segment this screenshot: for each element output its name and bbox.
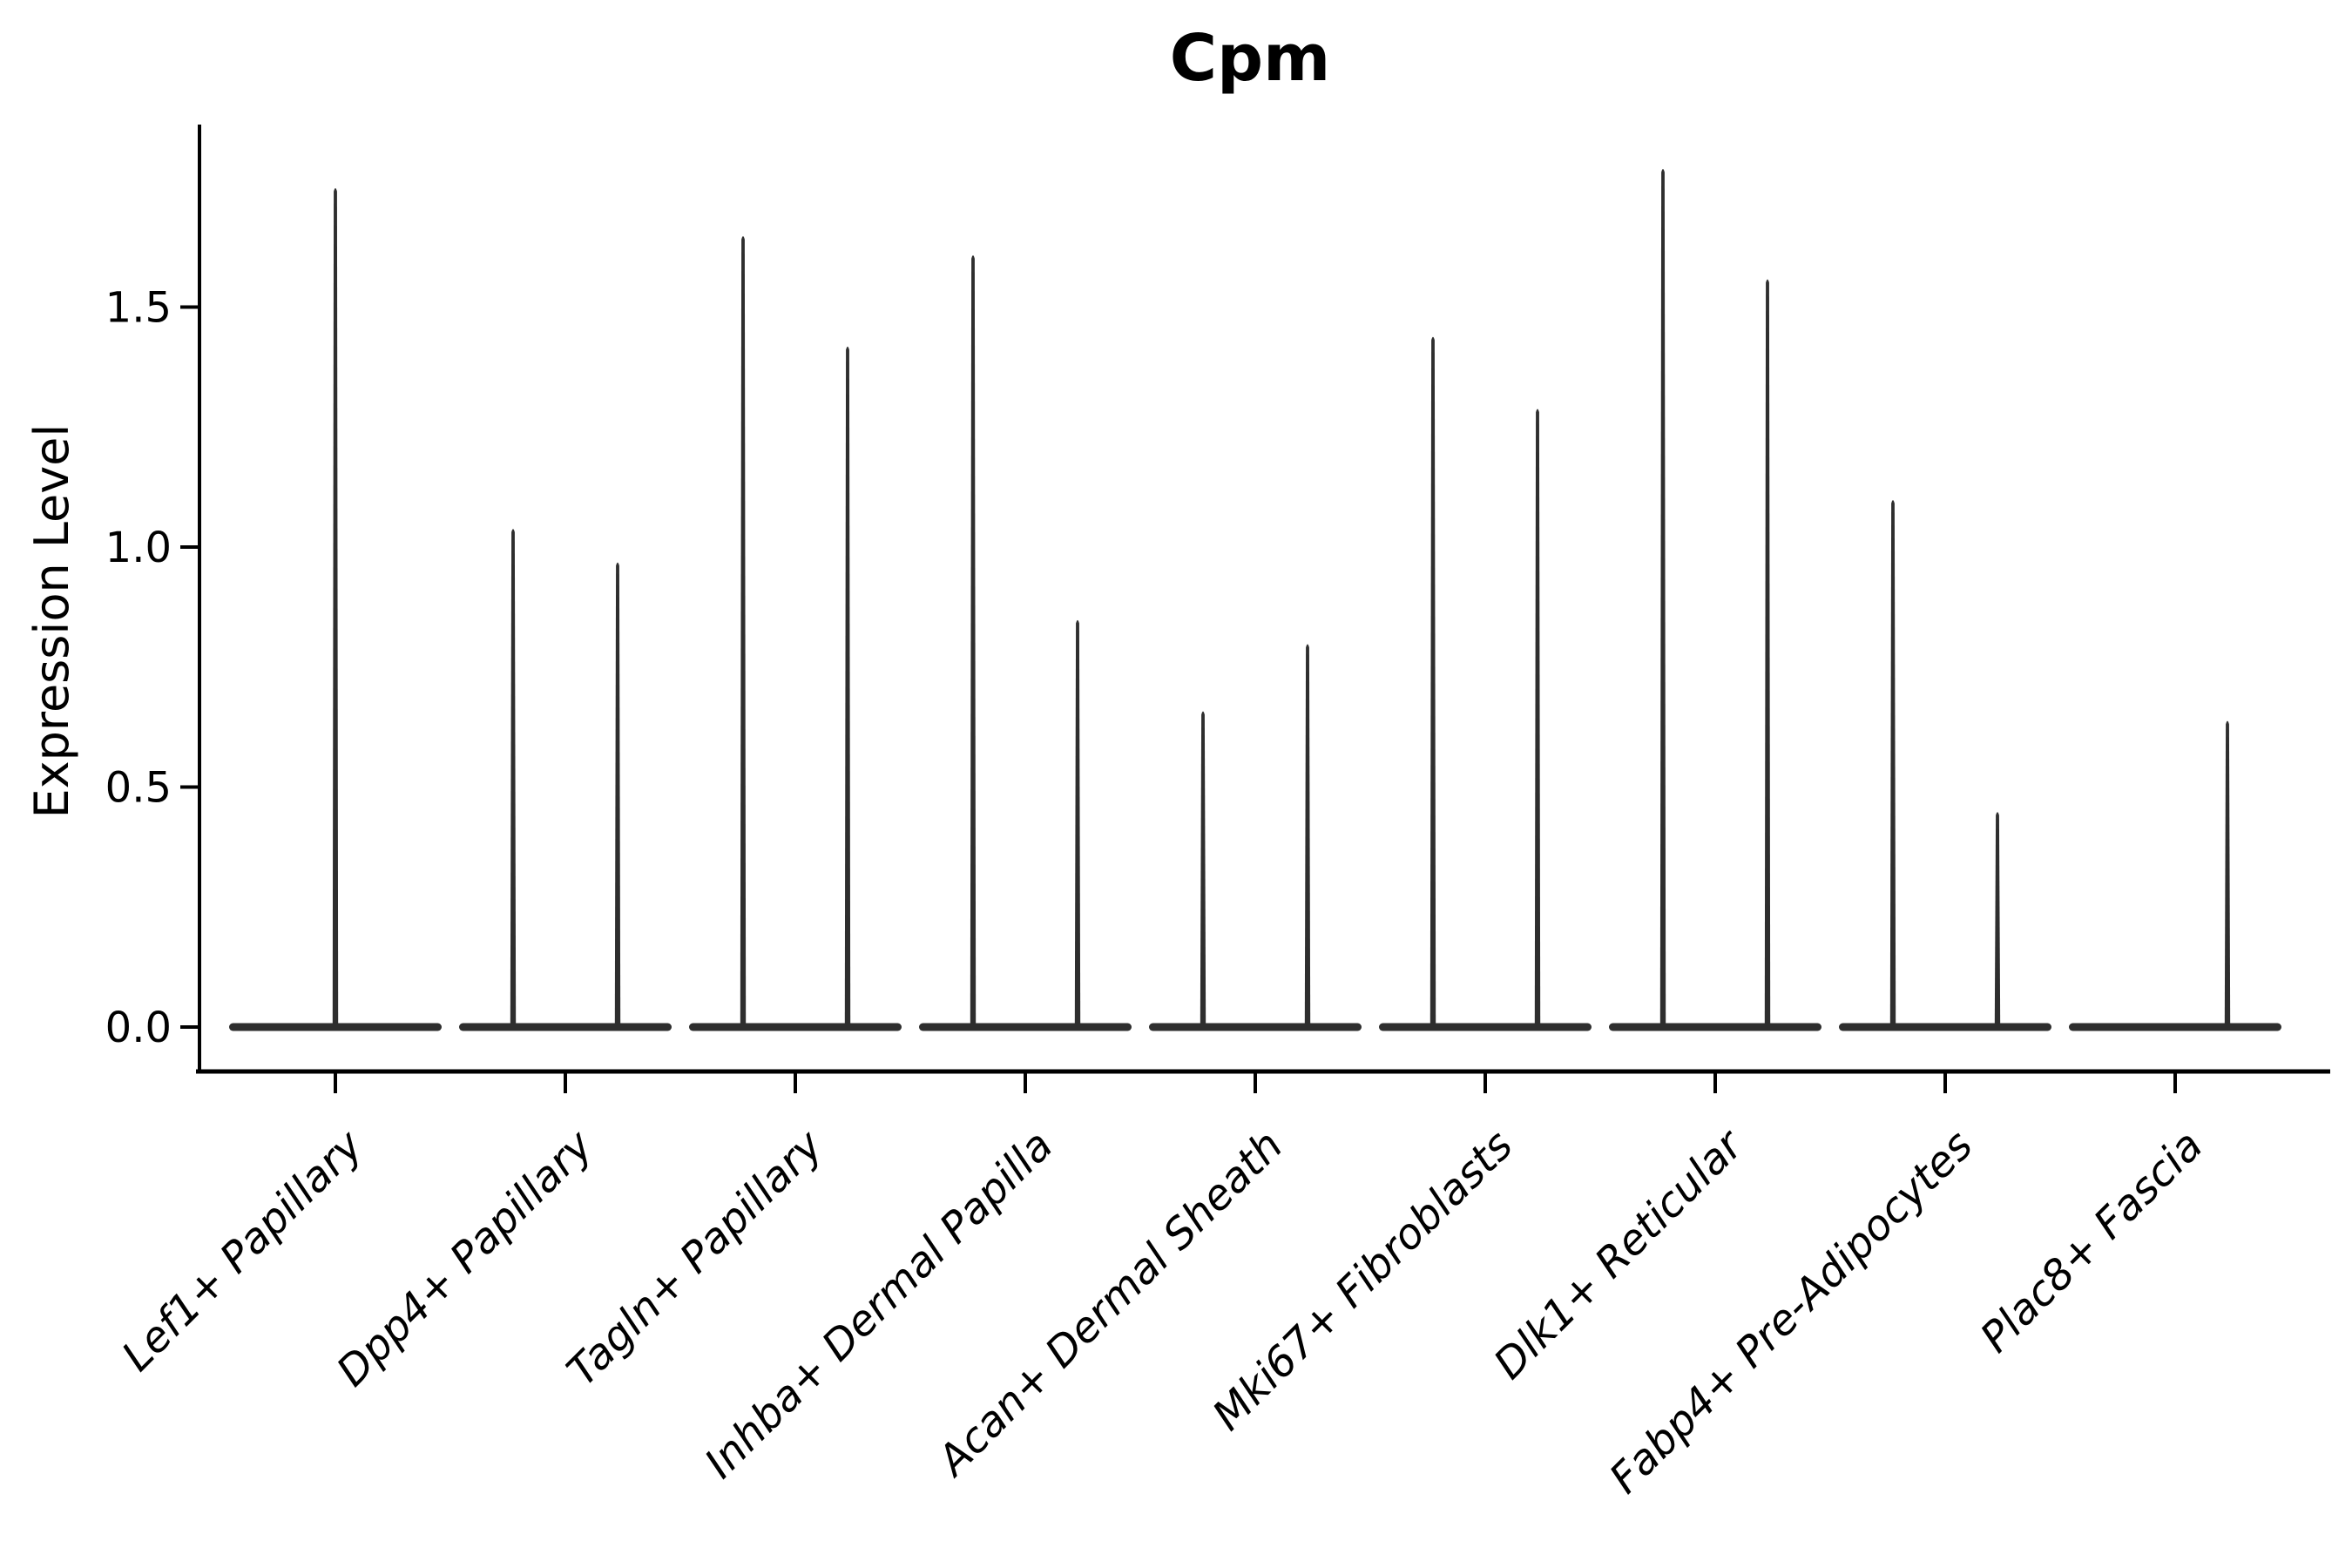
x-tick-label: Dpp4+ Papillary bbox=[328, 1120, 603, 1396]
violin-spike bbox=[1429, 336, 1436, 1029]
x-tick-label: Tagln+ Papillary bbox=[558, 1120, 833, 1396]
y-tick-label: 0.0 bbox=[105, 1004, 172, 1052]
violin-base bbox=[2069, 1023, 2281, 1031]
violin-base bbox=[919, 1023, 1132, 1031]
violin-spike bbox=[1074, 619, 1081, 1029]
violin-spike bbox=[1764, 279, 1771, 1029]
violin-base bbox=[1379, 1023, 1592, 1031]
chart-title: Cpm bbox=[1170, 21, 1330, 96]
violin-spike bbox=[1200, 711, 1206, 1029]
violin-spike bbox=[1534, 409, 1541, 1030]
violin-base bbox=[1609, 1023, 1821, 1031]
violin-spike bbox=[1659, 168, 1666, 1029]
violin-spike bbox=[1994, 812, 2001, 1029]
violin-spike bbox=[1304, 644, 1311, 1029]
violin-base bbox=[459, 1023, 672, 1031]
x-tick-label: Fabp4+ Pre-Adipocytes bbox=[1600, 1121, 1983, 1504]
y-tick-label: 1.5 bbox=[105, 283, 172, 332]
y-tick-label: 1.0 bbox=[105, 524, 172, 572]
violin-spike bbox=[510, 529, 517, 1029]
violin-spike bbox=[740, 236, 747, 1030]
violin-base bbox=[1149, 1023, 1362, 1031]
y-axis-label: Expression Level bbox=[24, 424, 79, 819]
violin-spike bbox=[614, 562, 621, 1029]
violin-spike bbox=[844, 346, 851, 1030]
x-tick-label: Plac8+ Fascia bbox=[1971, 1121, 2213, 1362]
x-tick-label: Dlk1+ Reticular bbox=[1484, 1119, 1754, 1389]
y-tick-label: 0.5 bbox=[105, 763, 172, 812]
violin-base bbox=[1839, 1023, 2051, 1031]
violin-base bbox=[689, 1023, 902, 1031]
violin-spike bbox=[970, 255, 977, 1029]
violin-spike bbox=[2224, 720, 2231, 1029]
x-tick-label: Lef1+ Papillary bbox=[112, 1120, 373, 1381]
violin-spike bbox=[1889, 500, 1896, 1029]
violin-spike bbox=[332, 188, 339, 1029]
